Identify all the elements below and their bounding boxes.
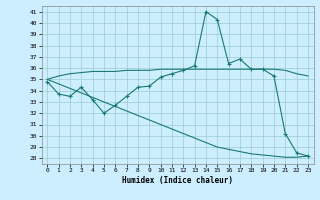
X-axis label: Humidex (Indice chaleur): Humidex (Indice chaleur): [122, 176, 233, 185]
